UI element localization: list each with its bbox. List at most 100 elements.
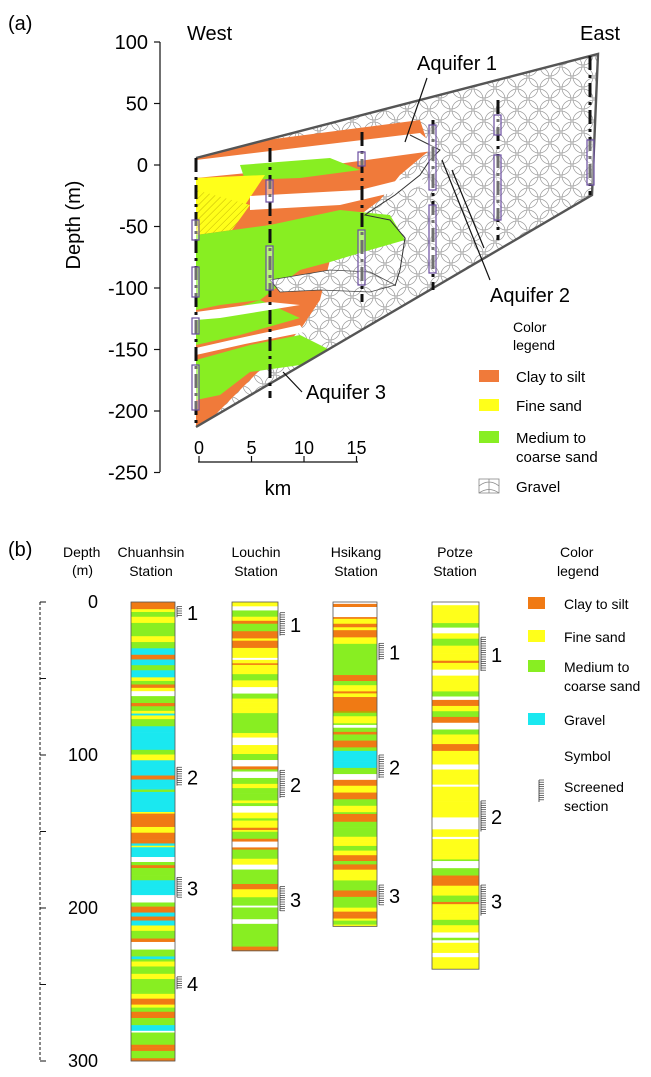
log-layer: [333, 805, 377, 813]
log-layer: [131, 820, 175, 828]
log-layer: [131, 611, 175, 618]
log-layer: [232, 796, 278, 801]
log-layer: [131, 1058, 175, 1061]
distance-tick-label: 10: [294, 438, 314, 458]
log-layer: [131, 1032, 175, 1039]
medium-coarse-sand-lobe: [196, 210, 405, 310]
log-layer: [333, 876, 377, 881]
legend-a-gravel-icon: [478, 478, 500, 494]
borehole-log-4: [431, 601, 480, 970]
log-layer: [432, 901, 479, 905]
depth-tick-label: 100: [115, 32, 148, 54]
depth-tick-label: -50: [119, 217, 148, 239]
log-layer: [232, 897, 278, 903]
panel-a-label: (a): [8, 13, 32, 35]
log-layer: [432, 684, 479, 692]
log-layer: [432, 675, 479, 679]
log-layer: [131, 764, 175, 770]
log-layer: [333, 734, 377, 741]
log-layer: [432, 888, 479, 896]
station-3-name-line1: Hsikang: [331, 544, 382, 560]
log-layer: [432, 836, 479, 840]
screened-sections: 1 2 3 4 1 2 3 1 2 3 1 2 3: [176, 603, 502, 996]
log-layer: [232, 777, 278, 785]
station-4-name-line2: Station: [433, 563, 477, 579]
log-layer: [333, 816, 377, 823]
log-layer: [131, 627, 175, 634]
log-layer: [333, 920, 377, 925]
panel-a-cross-section: (a) West East 100 50 0 -50 -100 -150 -200 -250 …: [8, 13, 620, 500]
log-layer: [232, 827, 278, 831]
screen-number: 2: [290, 775, 301, 797]
log-layer: [333, 911, 377, 915]
log-layer: [232, 702, 278, 708]
log-layer: [131, 916, 175, 921]
log-layer: [432, 696, 479, 701]
log-layer: [131, 843, 175, 847]
log-layer: [333, 924, 377, 927]
log-layer: [432, 653, 479, 662]
log-layer: [432, 722, 479, 730]
screen-number: 4: [187, 974, 198, 996]
screened-section: 2: [279, 769, 301, 798]
log-layer: [232, 687, 278, 694]
legend-b-swatch-clay: [528, 597, 545, 609]
log-layer: [131, 983, 175, 989]
log-layer: [232, 800, 278, 804]
screened-section: 2: [480, 800, 502, 832]
log-layer: [432, 627, 479, 634]
log-layer: [333, 648, 377, 653]
log-layer: [232, 941, 278, 945]
borehole-log-3: [332, 601, 378, 927]
log-layer: [432, 769, 479, 773]
log-layer: [131, 1037, 175, 1046]
log-layer: [131, 696, 175, 704]
depth-tick-label: -250: [108, 463, 148, 485]
log-layer: [232, 602, 278, 607]
log-layer: [131, 633, 175, 637]
screened-section: 3: [480, 884, 502, 916]
log-border: [130, 601, 176, 1062]
log-layer: [333, 689, 377, 692]
legend-a-label-clay: Clay to silt: [516, 369, 586, 386]
log-layer: [131, 875, 175, 881]
log-layer: [232, 718, 278, 726]
log-layer: [432, 854, 479, 860]
log-layer: [432, 801, 479, 807]
log-layer: [131, 642, 175, 645]
log-layer: [333, 774, 377, 781]
log-layer: [131, 737, 175, 745]
log-layer: [432, 638, 479, 646]
log-layer: [131, 659, 175, 666]
log-layer: [432, 699, 479, 707]
log-layer: [232, 713, 278, 719]
log-layer: [432, 678, 479, 686]
panel-b-borehole-logs: (b) Depth (m) Chuanhsin Station Louchin …: [8, 539, 640, 1071]
distance-tick-label: 5: [246, 438, 256, 458]
log-layer: [432, 919, 479, 926]
log-layer: [432, 669, 479, 676]
log-layer: [432, 940, 479, 944]
log-layer: [432, 623, 479, 628]
log-layer: [232, 674, 278, 681]
log-layer: [131, 839, 175, 844]
log-layer: [131, 648, 175, 656]
log-layer: [333, 855, 377, 862]
depth-scale-label: 100: [68, 745, 98, 765]
legend-a-label-medium-sand-2: coarse sand: [516, 449, 598, 466]
legend-b-label-gravel: Gravel: [564, 712, 605, 728]
legend-b-swatch-medium-sand: [528, 660, 545, 672]
log-layer: [232, 858, 278, 865]
log-layer: [131, 760, 175, 765]
log-layer: [432, 772, 479, 777]
log-layer: [432, 716, 479, 724]
log-border: [431, 601, 480, 970]
log-layer: [232, 911, 278, 918]
log-layer: [333, 731, 377, 735]
legend-b-symbol-label-1: Screened: [564, 779, 624, 795]
log-layer: [131, 815, 175, 822]
log-layer: [432, 739, 479, 745]
log-layer: [232, 745, 278, 748]
depth-scale-label: 200: [68, 898, 98, 918]
log-layer: [333, 861, 377, 865]
